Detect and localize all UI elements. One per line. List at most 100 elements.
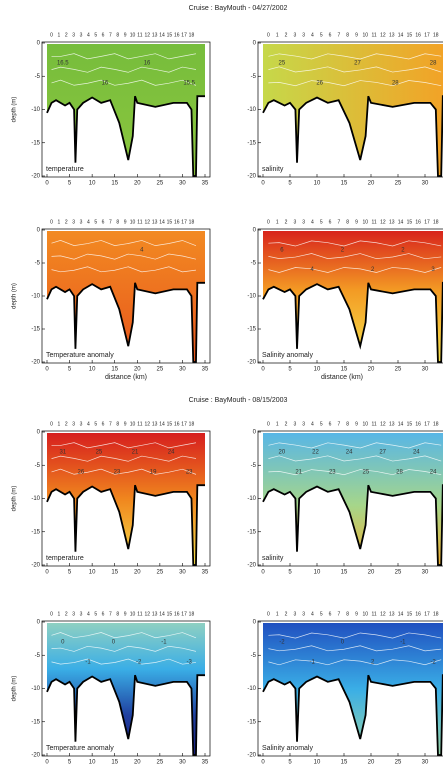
bathymetry	[46, 281, 205, 363]
station-label: 17	[424, 611, 430, 617]
station-label: 12	[380, 421, 386, 427]
y-tick-label: -20	[31, 753, 40, 759]
y-axis-label: depth (m)	[12, 486, 18, 512]
contour-line	[268, 66, 442, 73]
contour-label: 4	[140, 247, 144, 253]
station-label: 12	[380, 32, 386, 38]
station-label: 2	[65, 611, 68, 617]
station-label: 11	[137, 32, 142, 38]
x-tick-label: 15	[341, 760, 348, 764]
station-label: 15	[167, 219, 173, 225]
station-label: 12	[144, 421, 150, 427]
y-tick-label: 0	[253, 620, 257, 626]
station-label: 13	[389, 219, 395, 225]
station-label: 3	[72, 219, 75, 225]
station-label: 17	[181, 219, 187, 225]
x-tick-label: 5	[68, 367, 72, 373]
y-tick-label: -15	[31, 529, 40, 535]
contour-label: 27	[354, 61, 361, 67]
station-label: 15	[167, 421, 173, 427]
x-tick-label: 15	[341, 181, 348, 187]
contour-line	[268, 80, 442, 87]
panel-label: temperature	[46, 166, 84, 173]
station-label: 8	[346, 32, 349, 38]
contour-label: 2	[401, 247, 405, 253]
contour-line	[51, 66, 197, 73]
station-label: 8	[346, 219, 349, 225]
station-label: 3	[293, 421, 296, 427]
station-label: 9	[355, 32, 358, 38]
x-tick-label: 15	[111, 181, 118, 187]
contour-label: 28	[396, 469, 403, 475]
station-label: 15	[407, 611, 413, 617]
station-label: 4	[87, 421, 90, 427]
station-label: 16	[415, 32, 421, 38]
contour-line	[268, 645, 442, 652]
contour-label: 16.5	[57, 61, 69, 67]
station-label: 7	[337, 32, 340, 38]
station-label: 3	[302, 219, 305, 225]
y-tick-label: -15	[247, 327, 256, 333]
station-label: 15	[407, 32, 413, 38]
x-tick-label: 10	[89, 570, 96, 576]
station-label: 14	[159, 611, 165, 617]
x-tick-label: 0	[45, 367, 49, 373]
y-tick-label: -10	[31, 496, 40, 502]
panel-label: salinity	[262, 555, 284, 562]
station-label: 13	[389, 32, 395, 38]
x-tick-label: 30	[179, 181, 186, 187]
contour-label: 0	[341, 640, 345, 646]
station-label: 9	[124, 611, 127, 617]
station-label: 5	[320, 421, 323, 427]
figure-title: Cruise : BayMouth - 04/27/2002	[189, 5, 288, 12]
x-tick-label: 15	[341, 570, 348, 576]
x-tick-label: 5	[288, 367, 292, 373]
station-label: 18	[189, 421, 195, 427]
y-tick-label: -15	[31, 327, 40, 333]
station-label: 13	[389, 421, 395, 427]
station-label: 8	[116, 421, 119, 427]
x-tick-label: 25	[395, 367, 402, 373]
contour-label: 16	[144, 61, 151, 67]
contour-label: 20	[279, 450, 286, 456]
station-label: 9	[355, 611, 358, 617]
station-label: 3	[302, 611, 305, 617]
station-label: 14	[398, 32, 404, 38]
y-tick-label: 0	[37, 228, 41, 234]
station-label: 9	[355, 421, 358, 427]
x-tick-label: 10	[89, 367, 96, 373]
station-label: 10	[130, 219, 136, 225]
x-tick-label: 0	[261, 181, 265, 187]
station-label: 0	[267, 611, 270, 617]
y-tick-label: -5	[251, 653, 257, 659]
station-label: 0	[267, 32, 270, 38]
panel-label: salinity	[262, 166, 284, 173]
station-label: 3	[72, 611, 75, 617]
station-label: 0	[50, 219, 53, 225]
station-label: 18	[433, 32, 439, 38]
station-label: 2	[285, 421, 288, 427]
x-axis-label: distance (km)	[105, 374, 147, 381]
contour-label: 6	[280, 247, 284, 253]
station-label: 3	[80, 421, 83, 427]
station-label: 8	[116, 219, 119, 225]
station-label: 8	[346, 611, 349, 617]
contour-line	[268, 659, 442, 666]
contour-label: 4	[310, 267, 314, 273]
station-label: 3	[80, 611, 83, 617]
station-label: 7	[109, 32, 112, 38]
station-label: 11	[372, 611, 377, 617]
contour-label: 23	[186, 469, 193, 475]
contour-line	[268, 253, 442, 260]
contour-line	[51, 240, 197, 247]
station-label: 14	[159, 219, 165, 225]
station-label: 7	[109, 421, 112, 427]
x-tick-label: 25	[157, 181, 164, 187]
y-tick-label: -20	[247, 753, 256, 759]
x-tick-label: 25	[157, 570, 164, 576]
station-label: 11	[372, 421, 377, 427]
station-label: 14	[398, 219, 404, 225]
station-label: 0	[50, 421, 53, 427]
